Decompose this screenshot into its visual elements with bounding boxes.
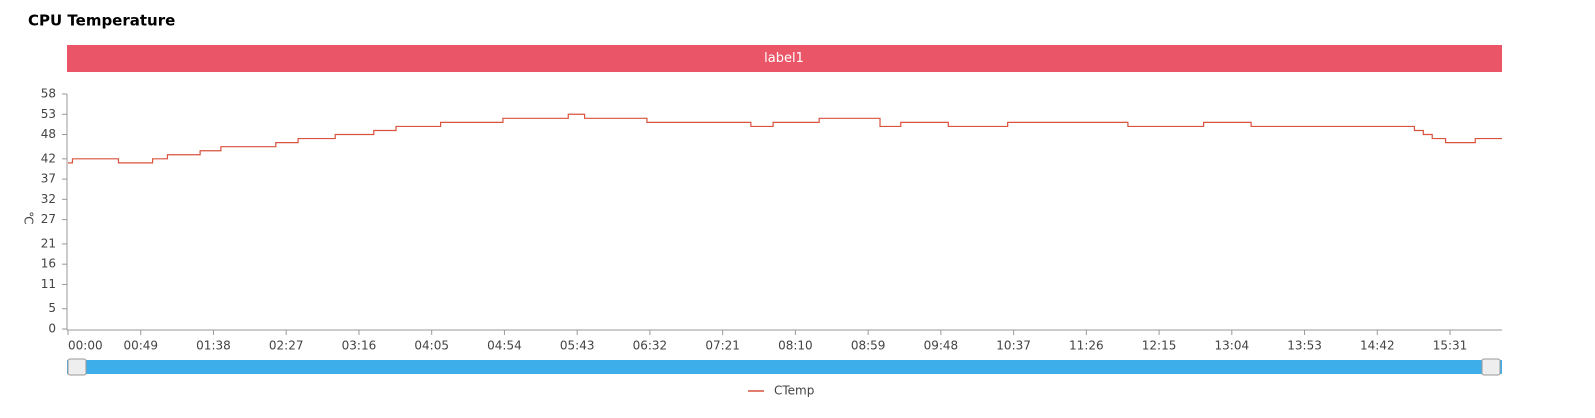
y-tick-label: 58	[41, 87, 56, 101]
x-tick-label: 15:31	[1433, 339, 1468, 353]
y-tick-label: 5	[48, 301, 56, 315]
y-tick-label: 21	[41, 236, 56, 250]
x-tick-label: 02:27	[269, 339, 304, 353]
zoom-slider[interactable]	[67, 360, 1502, 374]
x-tick-label: 00:00	[68, 339, 103, 353]
line-series	[68, 113, 1502, 164]
x-tick-label: 05:43	[560, 339, 595, 353]
x-tick-label: 10:37	[996, 339, 1031, 353]
chart-title: CPU Temperature	[28, 12, 175, 30]
x-tick-label: 07:21	[705, 339, 740, 353]
y-axis-label: ℃	[22, 211, 36, 224]
slider-handle-left[interactable]	[67, 358, 87, 376]
y-tick-label: 42	[41, 151, 56, 165]
x-tick-label: 14:42	[1360, 339, 1395, 353]
x-tick-label: 04:54	[487, 339, 522, 353]
x-tick-label: 08:59	[851, 339, 886, 353]
legend-label: CTemp	[774, 384, 814, 398]
header-band	[67, 45, 1502, 72]
y-tick-label: 48	[41, 127, 56, 141]
x-tick-label: 00:49	[123, 339, 158, 353]
x-tick-label: 04:05	[414, 339, 449, 353]
x-tick-label: 06:32	[633, 339, 668, 353]
x-tick-label: 11:26	[1069, 339, 1104, 353]
band-label: label1	[764, 51, 804, 66]
slider-handle-right[interactable]	[1481, 358, 1501, 376]
x-tick-label: 03:16	[342, 339, 377, 353]
y-tick-label: 11	[41, 277, 56, 291]
x-tick-label: 13:04	[1215, 339, 1250, 353]
x-tick-label: 12:15	[1142, 339, 1177, 353]
y-tick-label: 53	[41, 107, 56, 121]
x-tick-label: 08:10	[778, 339, 813, 353]
y-tick-label: 32	[41, 192, 56, 206]
x-tick-label: 13:53	[1287, 339, 1322, 353]
y-tick-label: 16	[41, 257, 56, 271]
y-tick-label: 0	[48, 322, 56, 336]
x-tick-label: 01:38	[196, 339, 231, 353]
x-tick-label: 09:48	[924, 339, 959, 353]
y-tick-label: 37	[41, 172, 56, 186]
y-tick-label: 27	[41, 212, 56, 226]
